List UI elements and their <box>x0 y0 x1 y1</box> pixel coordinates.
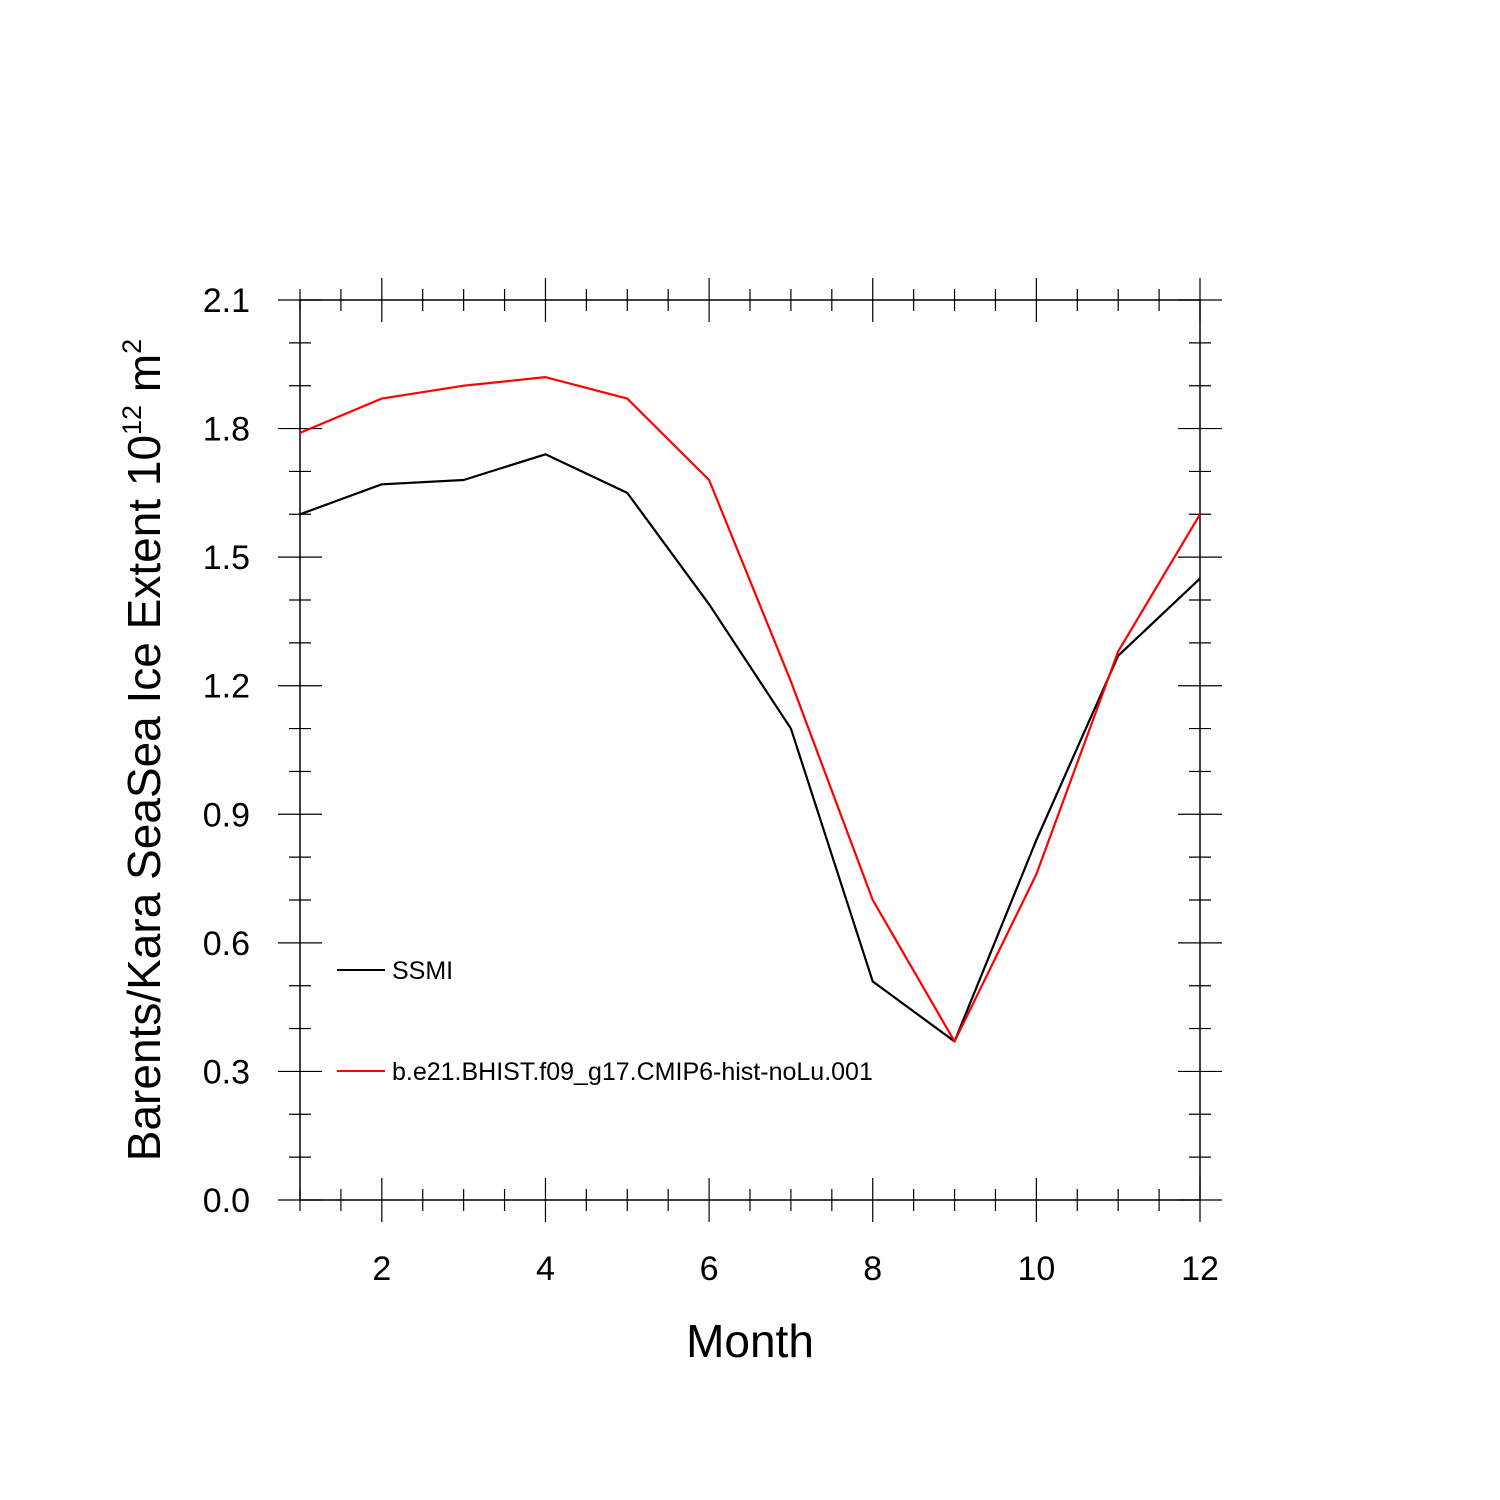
x-tick-label: 4 <box>536 1250 555 1288</box>
y-axis-title-unit-exponent: 2 <box>117 339 147 354</box>
series-lines <box>299 376 1201 1043</box>
y-tick-label: 2.1 <box>203 282 250 320</box>
axis-tick-labels: 2 4 6 8 10 12 0.0 0.3 0.6 0.9 1.2 1.5 1.8 2.1 <box>203 282 1219 1288</box>
x-tick-label: 6 <box>700 1250 719 1288</box>
legend-label-ssmi: SSMI <box>392 957 453 985</box>
x-axis-title: Month <box>686 1315 814 1367</box>
legend-label-model: b.e21.BHIST.f09_g17.CMIP6-hist-noLu.001 <box>392 1058 873 1086</box>
y-tick-label: 0.3 <box>203 1053 250 1091</box>
y-axis-title-exponent: 12 <box>117 405 147 435</box>
x-tick-label: 8 <box>863 1250 882 1288</box>
series-line-model <box>299 376 1201 1043</box>
y-tick-label: 0.9 <box>203 796 250 834</box>
x-tick-label: 2 <box>372 1250 391 1288</box>
y-tick-label: 1.2 <box>203 668 250 706</box>
x-tick-label: 10 <box>1017 1250 1055 1288</box>
series-line-ssmi <box>299 453 1201 1043</box>
y-tick-label: 0.0 <box>203 1182 250 1220</box>
axis-ticks <box>278 278 1222 1222</box>
legend: SSMI b.e21.BHIST.f09_g17.CMIP6-hist-noLu… <box>337 957 873 1086</box>
y-tick-label: 1.5 <box>203 539 250 577</box>
y-axis-title-unit: m <box>118 354 170 405</box>
x-tick-label: 12 <box>1181 1250 1219 1288</box>
y-axis-title-main: Barents/Kara SeaSea Ice Extent 10 <box>118 435 170 1161</box>
y-tick-label: 0.6 <box>203 925 250 963</box>
y-axis-title: Barents/Kara SeaSea Ice Extent 1012 m2 <box>117 339 170 1161</box>
y-tick-label: 1.8 <box>203 411 250 449</box>
